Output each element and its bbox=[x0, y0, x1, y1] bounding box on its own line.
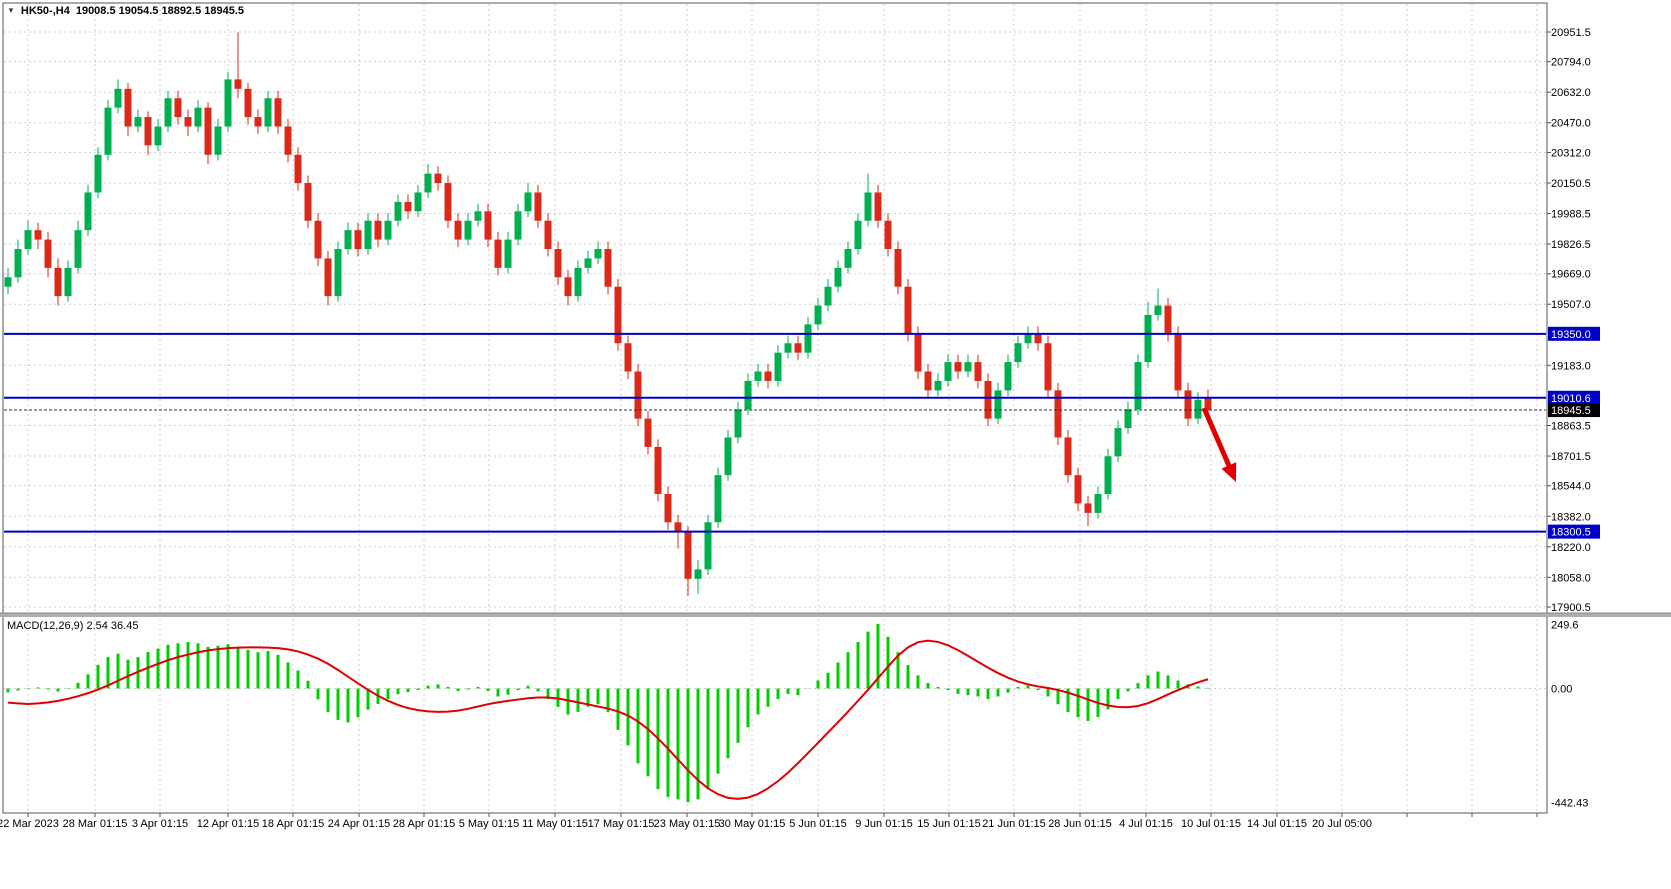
svg-text:18 Apr 01:15: 18 Apr 01:15 bbox=[262, 818, 324, 830]
svg-text:9 Jun 01:15: 9 Jun 01:15 bbox=[855, 818, 913, 830]
grid-layer bbox=[4, 4, 1546, 812]
svg-text:18544.0: 18544.0 bbox=[1551, 481, 1591, 493]
time-axis: 22 Mar 2023 28 Mar 01:15 3 Apr 01:15 12 Apr… bbox=[0, 813, 1538, 830]
svg-text:3 Apr 01:15: 3 Apr 01:15 bbox=[132, 818, 188, 830]
macd-indicator-label: MACD(12,26,9) 2.54 36.45 bbox=[7, 620, 139, 632]
svg-text:20632.0: 20632.0 bbox=[1551, 87, 1591, 99]
svg-text:23 May 01:15: 23 May 01:15 bbox=[654, 818, 721, 830]
svg-text:249.6: 249.6 bbox=[1551, 619, 1579, 631]
svg-text:-442.43: -442.43 bbox=[1551, 797, 1588, 809]
svg-text:12 Apr 01:15: 12 Apr 01:15 bbox=[197, 818, 259, 830]
svg-text:19988.5: 19988.5 bbox=[1551, 208, 1591, 220]
svg-text:15 Jun 01:15: 15 Jun 01:15 bbox=[917, 818, 981, 830]
svg-text:19183.0: 19183.0 bbox=[1551, 360, 1591, 372]
svg-text:20312.0: 20312.0 bbox=[1551, 148, 1591, 160]
svg-text:20470.0: 20470.0 bbox=[1551, 118, 1591, 130]
down-arrow-annotation bbox=[1201, 407, 1237, 482]
symbol-info: ▼ HK50-,H4 19008.5 19054.5 18892.5 18945… bbox=[7, 5, 244, 17]
svg-text:28 Mar 01:15: 28 Mar 01:15 bbox=[63, 818, 128, 830]
svg-text:5 Jun 01:15: 5 Jun 01:15 bbox=[789, 818, 847, 830]
macd-layer bbox=[6, 623, 1210, 803]
svg-text:19826.5: 19826.5 bbox=[1551, 239, 1591, 251]
svg-text:5 May 01:15: 5 May 01:15 bbox=[459, 818, 520, 830]
svg-text:17 May 01:15: 17 May 01:15 bbox=[588, 818, 655, 830]
plot-border bbox=[2, 2, 1548, 814]
svg-text:18701.5: 18701.5 bbox=[1551, 451, 1591, 463]
svg-text:24 Apr 01:15: 24 Apr 01:15 bbox=[328, 818, 390, 830]
svg-text:18058.0: 18058.0 bbox=[1551, 572, 1591, 584]
svg-text:0.00: 0.00 bbox=[1551, 683, 1572, 695]
svg-text:17900.5: 17900.5 bbox=[1551, 602, 1591, 614]
svg-text:20951.5: 20951.5 bbox=[1551, 27, 1591, 39]
svg-text:28 Apr 01:15: 28 Apr 01:15 bbox=[393, 818, 455, 830]
svg-text:20 Jul 05:00: 20 Jul 05:00 bbox=[1312, 818, 1372, 830]
svg-text:14 Jul 01:15: 14 Jul 01:15 bbox=[1247, 818, 1307, 830]
svg-text:22 Mar 2023: 22 Mar 2023 bbox=[0, 818, 59, 830]
svg-text:10 Jul 01:15: 10 Jul 01:15 bbox=[1181, 818, 1241, 830]
svg-text:19507.0: 19507.0 bbox=[1551, 299, 1591, 311]
svg-text:28 Jun 01:15: 28 Jun 01:15 bbox=[1048, 818, 1112, 830]
svg-text:18382.0: 18382.0 bbox=[1551, 511, 1591, 523]
svg-text:19010.6: 19010.6 bbox=[1551, 393, 1591, 405]
chart-dropdown-icon[interactable]: ▼ bbox=[7, 6, 15, 15]
price-axis: 20951.5 20794.0 20632.0 20470.0 20312.0 20150… bbox=[1547, 27, 1600, 809]
svg-text:19350.0: 19350.0 bbox=[1551, 329, 1591, 341]
pane-divider bbox=[0, 613, 1671, 617]
svg-text:20794.0: 20794.0 bbox=[1551, 57, 1591, 69]
svg-text:21 Jun 01:15: 21 Jun 01:15 bbox=[982, 818, 1046, 830]
svg-text:4 Jul 01:15: 4 Jul 01:15 bbox=[1119, 818, 1173, 830]
svg-text:30 May 01:15: 30 May 01:15 bbox=[719, 818, 786, 830]
svg-text:18220.0: 18220.0 bbox=[1551, 542, 1591, 554]
svg-text:11 May 01:15: 11 May 01:15 bbox=[522, 818, 588, 830]
svg-text:18945.5: 18945.5 bbox=[1551, 405, 1591, 417]
ohlc-values-label: 19008.5 19054.5 18892.5 18945.5 bbox=[75, 5, 245, 17]
svg-text:20150.5: 20150.5 bbox=[1551, 178, 1591, 190]
svg-text:18300.5: 18300.5 bbox=[1551, 527, 1591, 539]
hlines-layer bbox=[4, 332, 1546, 533]
symbol-timeframe-label: HK50-,H4 bbox=[20, 5, 70, 17]
svg-text:18863.5: 18863.5 bbox=[1551, 421, 1591, 433]
svg-text:19669.0: 19669.0 bbox=[1551, 269, 1591, 281]
